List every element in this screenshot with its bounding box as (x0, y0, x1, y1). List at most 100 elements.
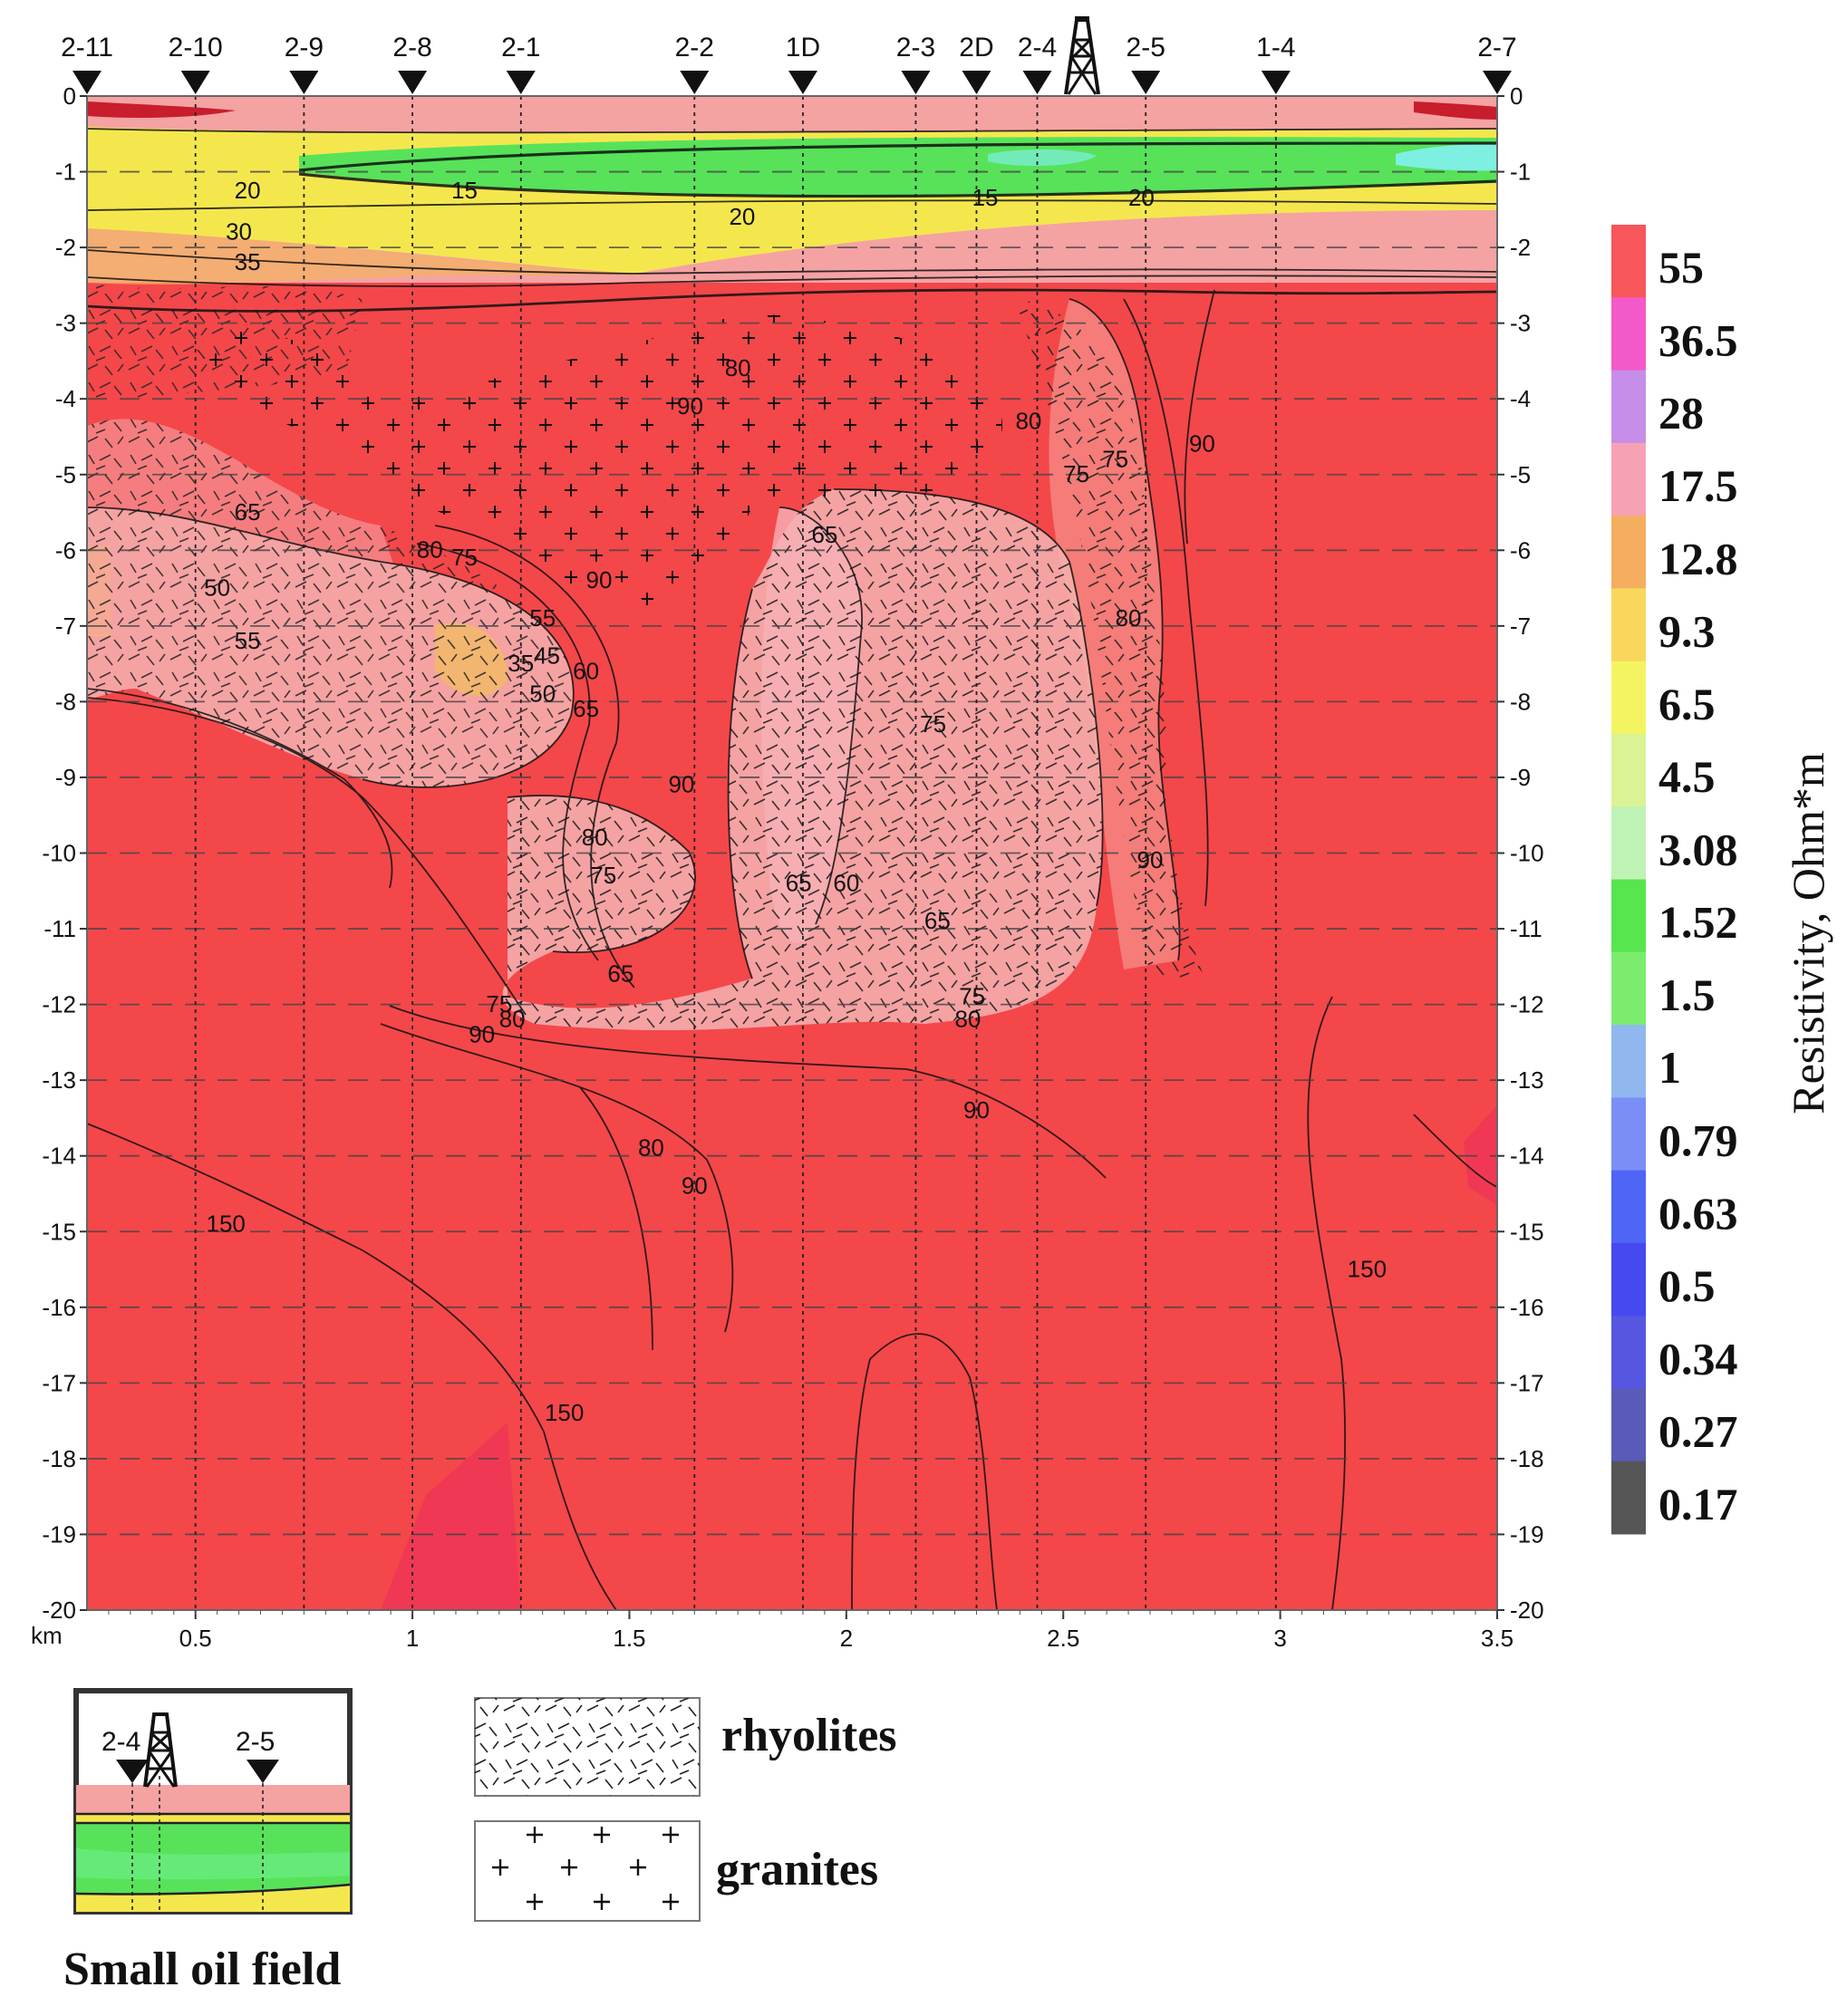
color-scale-label: 0.79 (1658, 1114, 1738, 1165)
color-scale-label: 6.5 (1658, 679, 1716, 729)
color-scale-swatch (1611, 879, 1646, 953)
depth-tick-label: -15 (42, 1218, 76, 1245)
contour-label: 90 (1137, 846, 1164, 873)
contour-label: 90 (963, 1096, 990, 1124)
depth-tick-label: -2 (1510, 234, 1531, 261)
depth-tick-label: -7 (55, 613, 76, 640)
rhyolites-label: rhyolites (721, 1710, 897, 1761)
contour-label: 15 (972, 184, 999, 211)
depth-tick-label: -14 (42, 1143, 76, 1170)
color-scale-swatch (1611, 225, 1646, 298)
contour-label: 35 (508, 650, 534, 677)
contour-label: 75 (1063, 460, 1089, 487)
contour-label: 20 (1128, 184, 1155, 211)
contour-label: 65 (924, 907, 951, 934)
depth-tick-label: -18 (1510, 1445, 1544, 1472)
x-tick-label: 2.5 (1047, 1625, 1079, 1652)
contour-label: 80 (417, 536, 443, 564)
color-scale-label: 0.63 (1658, 1188, 1738, 1239)
color-scale-label: 9.3 (1658, 606, 1716, 657)
depth-tick-label: 0 (1510, 82, 1523, 110)
station-marker-icon (398, 71, 428, 94)
station-label: 2-10 (169, 33, 223, 63)
color-scale-label: 0.27 (1658, 1406, 1738, 1457)
color-scale-swatch (1611, 1025, 1646, 1098)
color-scale-swatch (1611, 516, 1646, 589)
depth-axis-right: 0 -1 -2 -3 -4 -5 -6 -7 -8 -9 -10 -11 -12 -13 -14 -15 -16… (1497, 82, 1544, 1624)
drilling-rig-icon (1064, 16, 1100, 95)
station-marker-icon (1022, 71, 1052, 94)
station-marker-icon (506, 71, 536, 94)
station-marker-icon (962, 71, 991, 94)
contour-label: 75 (1102, 445, 1128, 472)
contour-label: 20 (729, 203, 755, 230)
color-scale-label: 12.8 (1658, 533, 1738, 584)
inset-station-marker-icon (116, 1760, 149, 1783)
station-label: 2D (959, 33, 993, 63)
color-scale-label: 17.5 (1658, 460, 1738, 511)
x-axis: km 0.5 1 1.5 2 2.5 3 3.5 (31, 1610, 1513, 1652)
granites-swatch (474, 1820, 701, 1922)
contour-label: 75 (959, 983, 985, 1010)
contour-label: 90 (469, 1020, 495, 1047)
color-scale-swatch (1611, 1242, 1646, 1317)
depth-tick-label: -17 (1510, 1369, 1544, 1396)
inset-caption: Small oil field (63, 1944, 341, 1995)
station-markers: 2-11 2-10 2-9 2-8 2-1 2-2 1D 2-3 2D 2-4 2-5 1-4 2-7 (61, 33, 1517, 94)
station-label: 2-5 (1127, 33, 1165, 63)
depth-tick-label: -6 (55, 536, 76, 564)
granites-cross-icon (492, 1827, 679, 1910)
contour-label: 150 (207, 1210, 246, 1237)
depth-tick-label: -5 (1510, 461, 1531, 488)
contour-label: 80 (954, 1006, 981, 1033)
color-scale-swatch (1611, 588, 1646, 662)
station-marker-icon (788, 71, 817, 94)
contour-label: 75 (451, 544, 478, 571)
color-scale-swatch (1611, 733, 1646, 807)
contour-label: 80 (499, 1006, 526, 1033)
color-scale-label: 55 (1658, 242, 1704, 293)
contour-label: 80 (638, 1134, 664, 1162)
contour-label: 150 (545, 1399, 584, 1426)
depth-tick-label: -11 (1510, 915, 1542, 942)
color-scale-label: 28 (1658, 388, 1704, 439)
inset-station-marker-icon (247, 1760, 279, 1783)
depth-axis-left: 0 -1 -2 -3 -4 -5 -6 -7 -8 -9 -10 -11 -12 -13 -14 -15 -16… (42, 82, 87, 1624)
color-scale-title: Resistivity, Ohm*m (1783, 752, 1833, 1114)
depth-tick-label: -12 (42, 991, 76, 1018)
color-scale-swatch (1611, 1316, 1646, 1389)
contour-label: 80 (582, 824, 608, 851)
color-scale-label: 4.5 (1658, 751, 1716, 802)
inset-station-label: 2-4 (102, 1727, 140, 1757)
color-scale-label: 0.17 (1658, 1479, 1738, 1529)
depth-tick-label: -8 (55, 688, 76, 715)
contour-label: 60 (833, 869, 859, 896)
color-scale-swatch (1611, 806, 1646, 880)
contour-label: 65 (235, 498, 261, 526)
depth-tick-label: -3 (1510, 310, 1531, 337)
contour-label: 90 (668, 771, 694, 798)
color-scale-swatch (1611, 951, 1646, 1026)
depth-tick-label: -4 (1510, 385, 1531, 412)
depth-tick-label: -2 (55, 234, 76, 261)
x-tick-label: 0.5 (179, 1625, 212, 1652)
x-tick-label: 1 (406, 1625, 419, 1652)
contour-label: 90 (677, 392, 703, 420)
small-oil-field-inset: 2-4 2-5 Small oil field (63, 1688, 353, 1995)
granites-label: granites (716, 1844, 878, 1895)
depth-tick-label: -7 (1510, 613, 1531, 640)
x-tick-label: 3.5 (1481, 1625, 1513, 1652)
contour-label: 50 (529, 680, 556, 707)
depth-tick-label: -19 (1510, 1520, 1544, 1548)
station-marker-icon (680, 71, 710, 94)
depth-tick-label: -20 (1510, 1596, 1544, 1624)
color-scale-swatch (1611, 297, 1646, 371)
color-scale-label: 0.34 (1658, 1333, 1738, 1384)
depth-tick-label: -10 (42, 840, 76, 867)
contour-label: 60 (573, 657, 599, 684)
station-label: 2-11 (61, 33, 113, 63)
depth-tick-label: -14 (1510, 1143, 1544, 1170)
station-label: 2-8 (392, 33, 431, 63)
contour-label: 65 (607, 960, 633, 988)
inset-station-label: 2-5 (236, 1727, 275, 1757)
